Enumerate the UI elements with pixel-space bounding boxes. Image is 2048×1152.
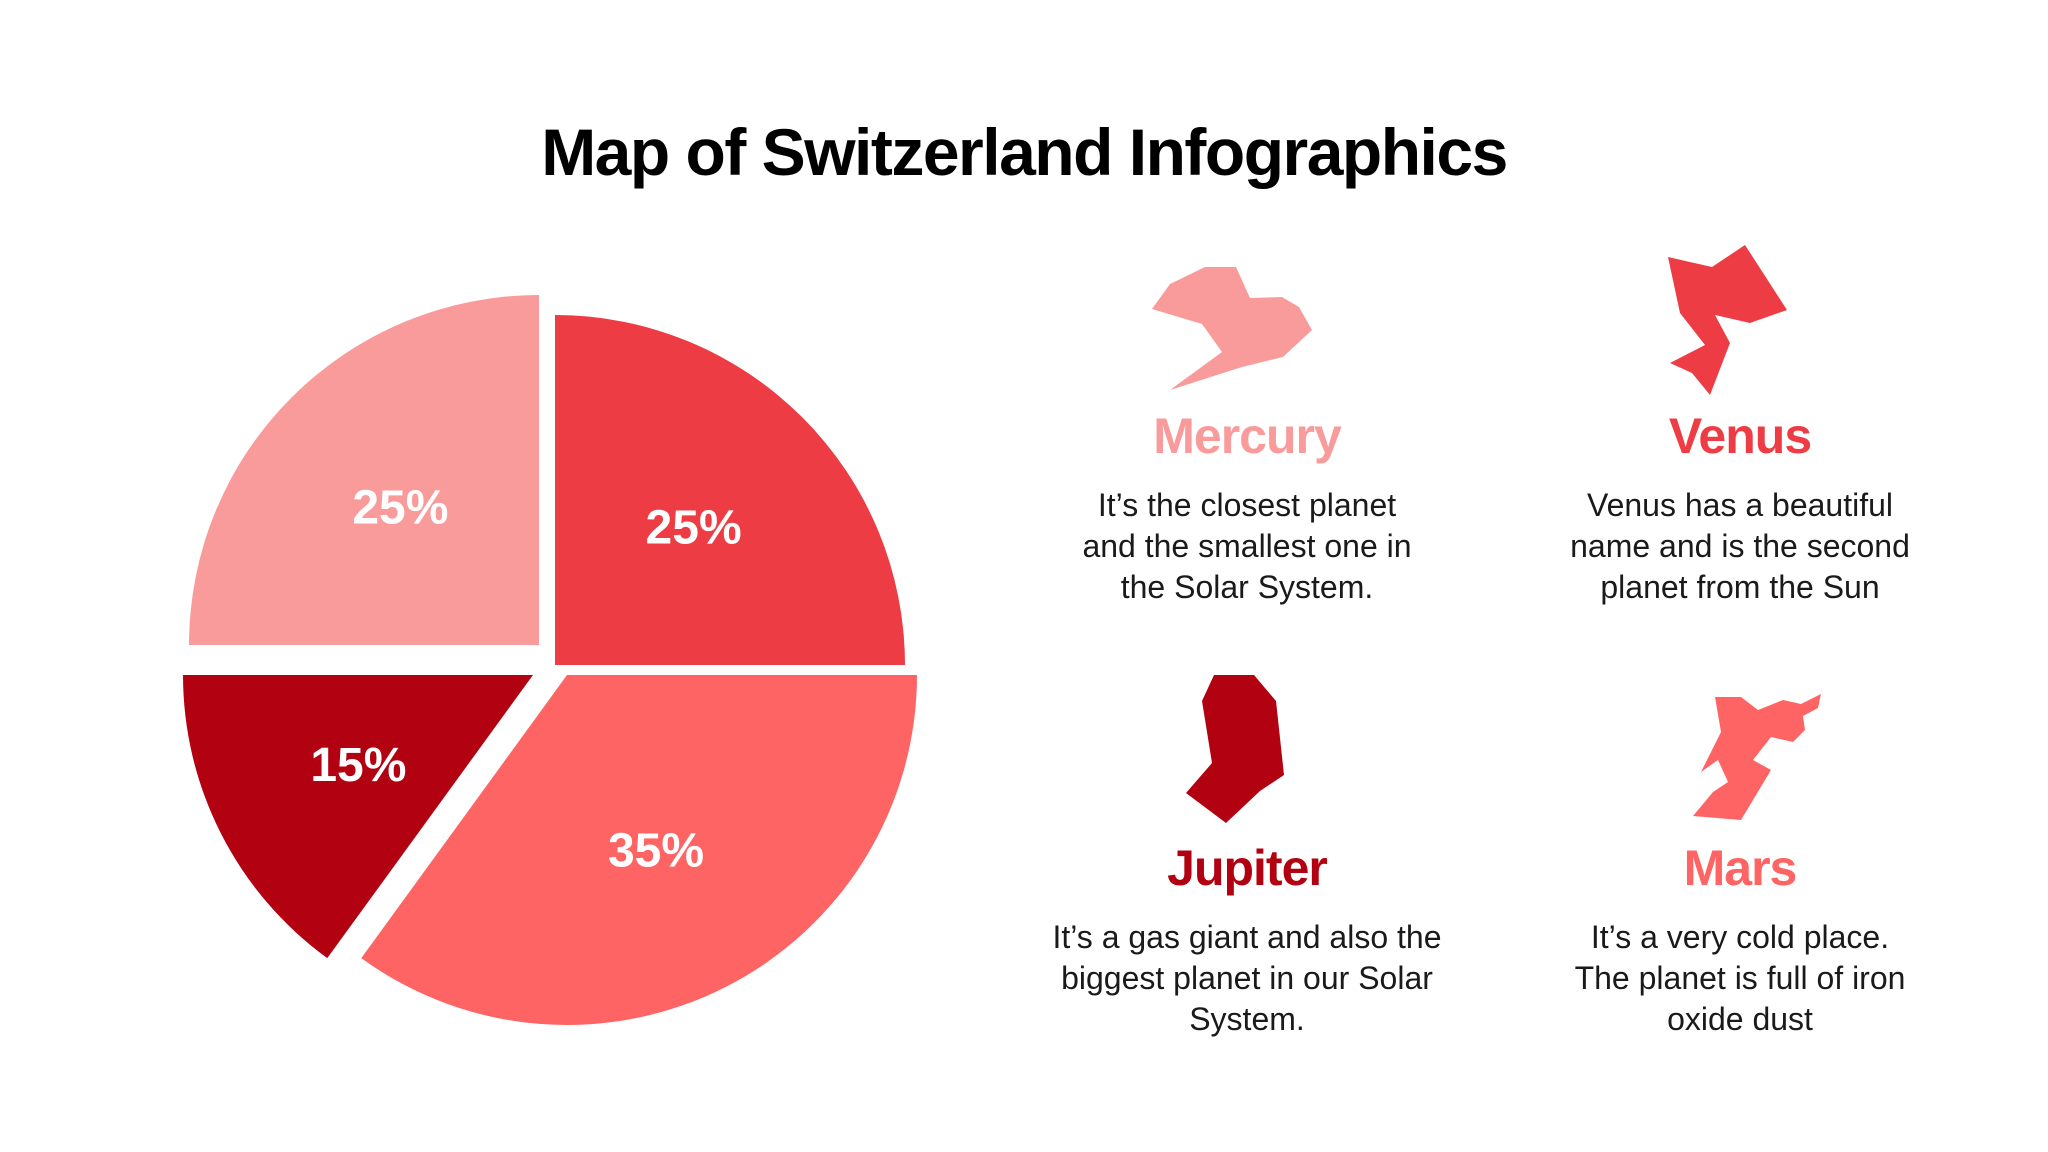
card-title-mars: Mars — [1683, 840, 1798, 896]
mars-region-map-icon — [1693, 694, 1821, 820]
page-title: Map of Switzerland Infographics — [541, 115, 1508, 189]
pie-slice-label: 15% — [310, 739, 406, 792]
pie-slice — [555, 315, 905, 665]
card-description-mercury: It’s the closest planet and the smallest… — [1082, 487, 1412, 605]
card-description-venus: Venus has a beautiful name and is the se… — [1570, 487, 1910, 605]
pie-slice — [183, 675, 533, 959]
mercury-region-map-icon — [1152, 267, 1312, 390]
card-title-venus: Venus — [1668, 408, 1812, 464]
card-title-jupiter: Jupiter — [1167, 840, 1328, 896]
pie-slice-label: 25% — [352, 481, 448, 534]
card-description-mars: It’s a very cold place. The planet is fu… — [1574, 919, 1906, 1037]
card-title-mercury: Mercury — [1153, 408, 1342, 464]
pie-slice — [361, 675, 917, 1025]
venus-region-shape — [1668, 245, 1787, 395]
pie-slice-label: 25% — [646, 501, 742, 554]
pie-slice-label: 35% — [608, 825, 704, 878]
venus-region-map-icon — [1668, 245, 1787, 395]
pie-slice — [189, 295, 539, 645]
card-description-jupiter: It’s a gas giant and also the biggest pl… — [1052, 919, 1442, 1037]
mars-region-shape — [1693, 694, 1821, 820]
mercury-region-shape — [1152, 267, 1312, 390]
jupiter-region-map-icon — [1186, 675, 1284, 823]
jupiter-region-shape — [1186, 675, 1284, 823]
